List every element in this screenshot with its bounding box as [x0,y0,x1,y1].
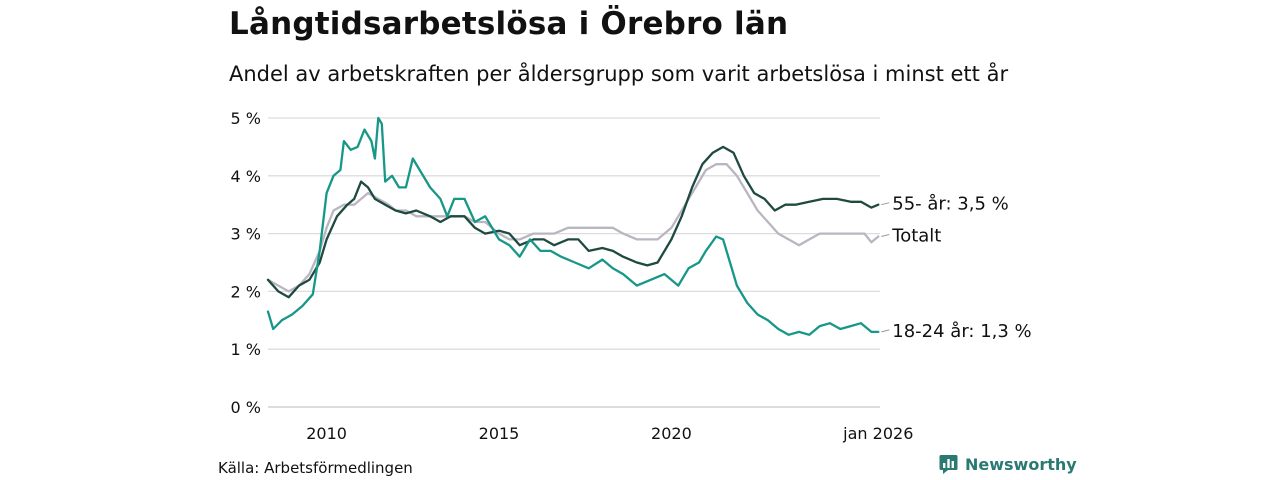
x-tick-label: 2010 [306,424,347,443]
series-line-2 [266,145,880,299]
end-label-leader [881,329,890,333]
chart-title: Långtidsarbetslösa i Örebro län [229,6,789,42]
series-line-1 [266,163,880,293]
series-end-label-1: Totalt [891,225,941,246]
series-end-labels: Totalt 55- år: 3,5 % 18-24 år: 1,3 % [881,194,1032,342]
y-tick-label: 2 % [231,282,261,301]
y-tick-label: 1 % [231,340,261,359]
newsworthy-logo-icon [939,455,958,474]
x-tick-label: 2020 [651,424,692,443]
source-note: Källa: Arbetsförmedlingen [218,459,413,477]
y-tick-label: 0 % [231,398,261,417]
x-tick-label: jan 2026 [842,424,913,443]
chart-subtitle: Andel av arbetskraften per åldersgrupp s… [229,62,1009,86]
x-tick-label: 2015 [479,424,520,443]
series-end-label-3: 18-24 år: 1,3 % [892,321,1031,342]
end-label-leader [881,202,890,206]
y-tick-label: 3 % [231,225,261,244]
series-line-3 [266,116,880,336]
series-lines [266,116,880,336]
series-end-label-2: 55- år: 3,5 % [892,194,1008,215]
end-label-leader [881,234,890,237]
y-tick-label: 5 % [231,109,261,128]
brand-name: Newsworthy [965,455,1077,474]
brand-logo: Newsworthy [939,454,1077,475]
y-tick-label: 4 % [231,167,261,186]
axes: 0 % 1 % 2 % 3 % 4 % 5 % 2010 2015 2020 jan 2026 [231,109,914,443]
